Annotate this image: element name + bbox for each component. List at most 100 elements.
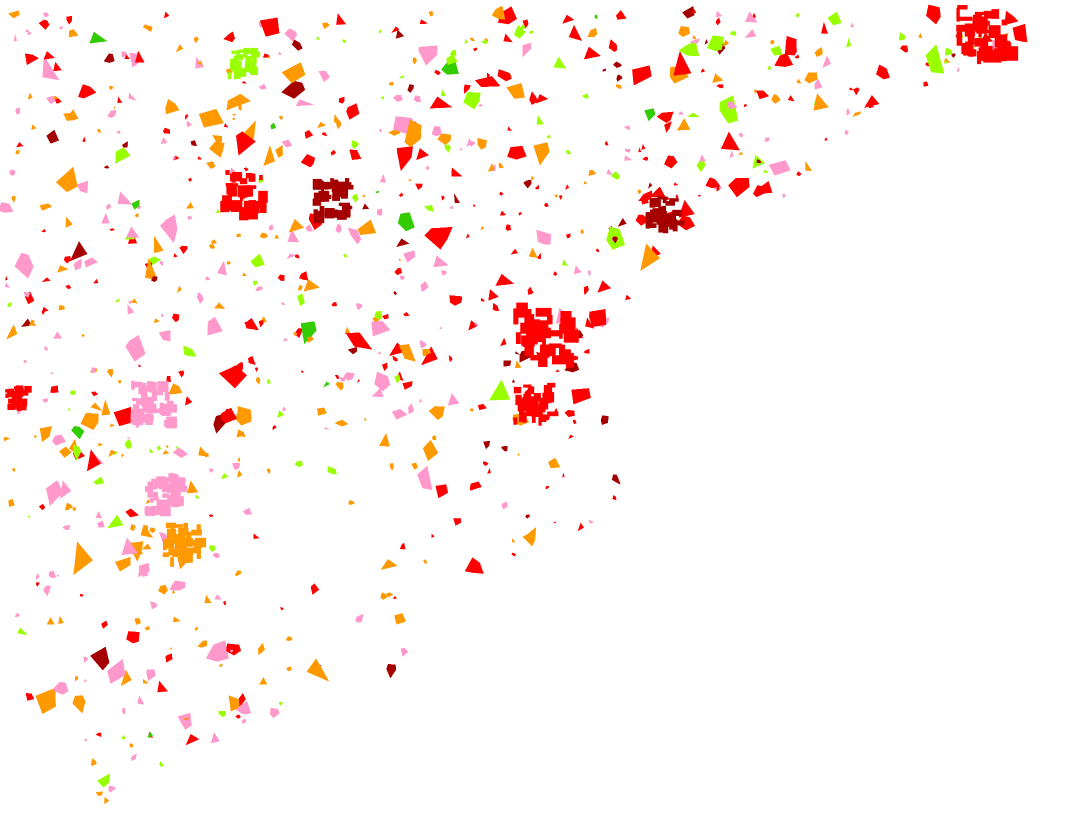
parcel-pink [439, 326, 442, 330]
parcel-red [157, 680, 168, 693]
parcel-dark-red [616, 74, 623, 82]
parcel-orange [176, 536, 186, 547]
parcel-red [294, 328, 303, 338]
parcel-pink [281, 302, 286, 306]
parcel-pink [391, 409, 408, 420]
parcel-pink [49, 371, 54, 375]
parcel-dark-red [669, 198, 679, 202]
parcel-red [649, 186, 666, 197]
parcel-pink [42, 12, 50, 18]
parcel-dark-red [336, 210, 347, 220]
parcel-red [165, 653, 173, 663]
parcel-red [449, 295, 462, 306]
parcel-red [420, 19, 428, 24]
parcel-pink [379, 128, 382, 133]
parcel-orange [145, 258, 158, 281]
parcel-lime [124, 439, 133, 450]
parcel-pink [726, 101, 738, 109]
parcel-red [338, 96, 345, 104]
parcel-lime [945, 47, 953, 56]
parcel-red [565, 184, 570, 190]
parcel-red [542, 338, 546, 350]
parcel-red [188, 177, 192, 182]
parcel-red [673, 182, 678, 186]
parcel-orange [583, 181, 587, 185]
parcel-pink [196, 291, 204, 304]
parcel-lime [796, 13, 800, 18]
parcel-orange [68, 29, 79, 38]
parcel-pink [846, 107, 851, 116]
parcel-red [536, 94, 548, 104]
parcel-dark-red [756, 159, 762, 164]
parcel-orange [303, 279, 320, 292]
parcel-orange [398, 344, 416, 362]
parcel-orange [90, 402, 103, 412]
parcel-orange [109, 423, 115, 428]
parcel-orange [95, 791, 104, 796]
parcel-red [16, 387, 24, 394]
parcel-lime [114, 298, 120, 302]
parcel-red [535, 407, 540, 415]
parcel-orange [285, 636, 293, 641]
parcel-pink [106, 203, 111, 210]
parcel-lime [827, 11, 842, 26]
parcel-red [7, 392, 15, 398]
parcel-red [66, 16, 72, 25]
parcel-red [528, 396, 535, 403]
parcel-red [41, 310, 45, 315]
parcel-orange [6, 324, 18, 340]
parcel-red [232, 202, 243, 210]
parcel-green [323, 381, 330, 388]
parcel-red [796, 171, 802, 177]
parcel-red [562, 15, 574, 24]
parcel-dark-red [21, 318, 32, 327]
parcel-green [441, 58, 459, 75]
parcel-red [166, 376, 171, 382]
parcel-red [530, 354, 540, 361]
parcel-pink [417, 465, 433, 491]
parcel-dark-red [332, 211, 344, 215]
parcel-red [399, 542, 406, 550]
parcel-orange [142, 24, 153, 32]
parcel-red [330, 149, 337, 156]
parcel-red [394, 268, 403, 276]
parcel-lime [463, 92, 481, 110]
parcel-pink [14, 612, 20, 617]
parcel-pink [35, 573, 40, 580]
parcel-red [229, 200, 243, 204]
parcel-orange [58, 305, 65, 310]
parcel-dark-red [333, 190, 345, 198]
parcel-red [468, 320, 478, 331]
parcel-orange [191, 529, 202, 536]
parcel-lime [351, 140, 359, 149]
parcel-red [163, 127, 170, 134]
parcel-lime [899, 32, 905, 41]
parcel-dark-red [90, 647, 110, 671]
parcel-red [995, 37, 1003, 42]
parcel-red [558, 195, 563, 200]
parcel-pink [131, 381, 143, 388]
parcel-lime [553, 56, 567, 69]
parcel-red [552, 355, 568, 365]
parcel-lime [157, 445, 161, 451]
parcel-dark-red [951, 53, 956, 58]
parcel-lime [250, 253, 265, 268]
parcel-pink [768, 160, 791, 176]
parcel-red [522, 412, 527, 423]
parcel-red [524, 346, 534, 357]
parcel-red [125, 508, 139, 518]
parcel-pink [147, 481, 153, 492]
parcel-orange [196, 61, 203, 65]
parcel-red [95, 732, 102, 737]
parcel-lime [763, 169, 769, 173]
parcel-orange [226, 94, 251, 110]
parcel-red [335, 375, 340, 379]
parcel-lime [159, 761, 164, 767]
parcel-lime [444, 144, 451, 153]
parcel-pink [149, 382, 157, 393]
parcel-red [535, 185, 539, 190]
parcel-red [1001, 40, 1011, 56]
parcel-red [975, 21, 979, 32]
parcel-orange [234, 570, 242, 577]
parcel-red [475, 76, 501, 87]
